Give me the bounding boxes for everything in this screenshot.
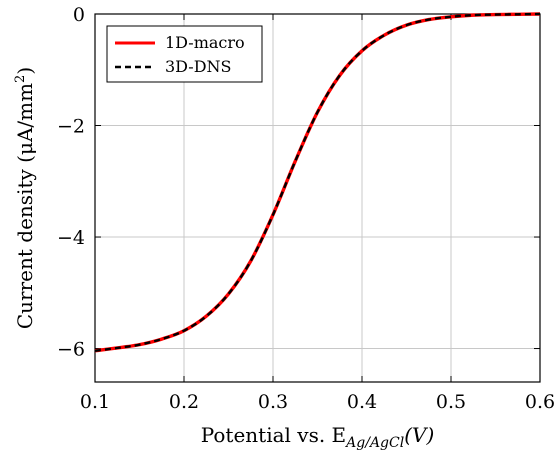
y-axis-label-end: ) (13, 67, 37, 75)
y-tick-label: −6 (57, 339, 85, 361)
series-lines (94, 12, 541, 353)
x-axis-label-subscript: Ag/AgCl (344, 435, 404, 451)
y-axis-label-main: Current density (μA/mm (13, 83, 37, 329)
x-axis-label-unit: (V) (404, 423, 434, 447)
x-tick-label: 0.1 (80, 391, 110, 413)
series-line-3d-dns (94, 12, 541, 352)
legend: 1D-macro 3D-DNS (106, 25, 263, 83)
plot-frame (94, 13, 541, 383)
x-axis-label-main: Potential vs. E (201, 423, 346, 447)
x-axis-label: Potential vs. EAg/AgCl(V) (201, 423, 435, 451)
y-axis-label: Current density (μA/mm2) (13, 67, 37, 329)
axis-ticks: 0.1 0.2 0.3 0.4 0.5 0.6 −6 −4 −2 0 (57, 4, 555, 413)
legend-label-3d-dns: 3D-DNS (165, 57, 232, 76)
x-tick-label: 0.4 (347, 391, 377, 413)
y-axis-label-superscript: 2 (13, 75, 28, 83)
legend-box (106, 25, 263, 83)
x-tick-label: 0.5 (436, 391, 466, 413)
x-tick-label: 0.6 (525, 391, 555, 413)
x-tick-label: 0.2 (169, 391, 199, 413)
legend-label-1d-macro: 1D-macro (165, 33, 245, 52)
y-tick-label: 0 (73, 4, 85, 26)
y-tick-label: −2 (57, 116, 85, 138)
y-tick-label: −4 (57, 227, 85, 249)
x-tick-label: 0.3 (258, 391, 288, 413)
